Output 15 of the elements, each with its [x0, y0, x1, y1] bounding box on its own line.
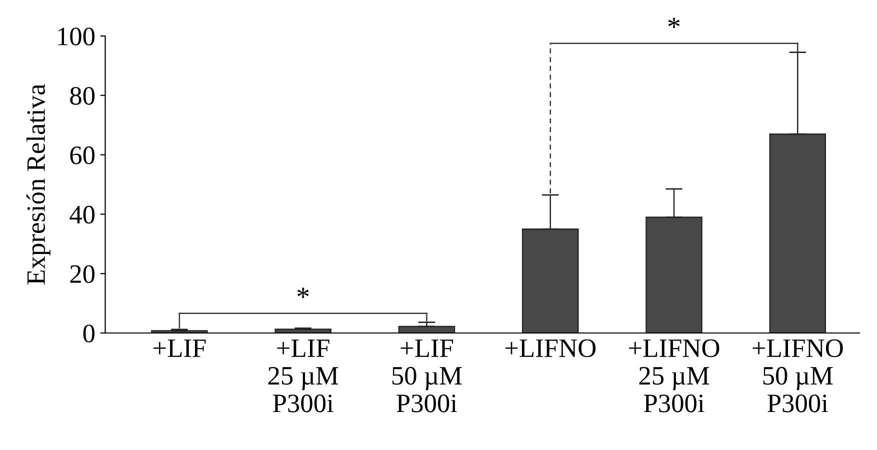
x-tick-label: +LIF — [154, 340, 206, 357]
y-tick-label: 0 — [83, 324, 95, 342]
annotation: * — [297, 288, 309, 298]
y-tick-label: 80 — [70, 87, 95, 105]
y-tick-label: 20 — [70, 265, 95, 284]
x-tick-label: +LIFNO 25 µM P300i — [629, 339, 720, 412]
x-tick-label: +LIFNO — [505, 339, 596, 358]
x-tick-label: +LIF 25 µM P300i — [268, 340, 338, 412]
text: * — [668, 18, 680, 28]
x-tick-label: +LIFNO 50 µM P300i — [752, 339, 843, 412]
y-tick-label: 60 — [70, 146, 95, 164]
x-tick-label: +LIF 50 µM P300i — [392, 340, 462, 412]
y-tick-label: 40 — [70, 206, 95, 224]
y-axis-title: Expresión Relativa — [26, 84, 50, 285]
y-tick-label: 100 — [58, 28, 95, 46]
